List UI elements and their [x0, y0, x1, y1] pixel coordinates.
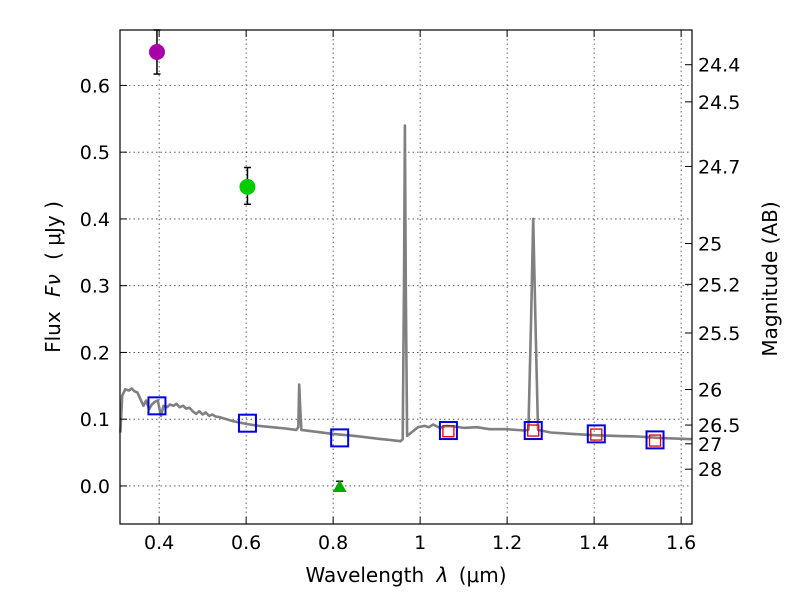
x-tick-label: 1.6	[666, 532, 696, 554]
x-tick-label: 1.2	[492, 532, 522, 554]
hst-measurement-square	[648, 434, 662, 447]
mag-tick-label: 25	[698, 234, 722, 256]
y-axis-label: Flux Fν ( μJy )	[41, 201, 65, 353]
grid-lines	[120, 30, 692, 524]
y-tick-label: 0.2	[80, 342, 110, 364]
sed-model-line	[119, 124, 693, 443]
hst-measurement-square	[442, 425, 455, 438]
mag-tick-label: 26.5	[698, 415, 740, 437]
mag-tick-label: 25.2	[698, 274, 740, 296]
x-tick-label: 0.6	[231, 532, 261, 554]
y-tick-label: 0.3	[80, 276, 110, 298]
x-tick-label: 1	[414, 532, 426, 554]
model-photometry-square	[237, 413, 257, 433]
detection-point	[148, 44, 165, 61]
mag-tick-label: 25.5	[698, 323, 740, 345]
x-axis-label: Wavelength λ (μm)	[305, 563, 506, 587]
y-tick-label: 0.0	[80, 476, 110, 498]
x-tick-label: 0.8	[318, 532, 348, 554]
mag-tick-label: 26	[698, 379, 722, 401]
y2-axis-label: Magnitude (AB)	[758, 201, 782, 356]
mag-tick-label: 27	[698, 434, 722, 456]
model-photometry-square	[586, 424, 606, 444]
x-tick-label: 0.4	[144, 532, 174, 554]
mag-tick-label: 24.5	[698, 92, 740, 114]
detection-point	[239, 178, 256, 195]
model-photometry-square	[523, 421, 543, 441]
mag-tick-label: 24.4	[698, 55, 740, 77]
y-tick-label: 0.5	[80, 142, 110, 164]
x-tick-label: 1.4	[579, 532, 609, 554]
upper-limit-triangle	[332, 479, 347, 492]
model-photometry-square	[438, 421, 458, 441]
hst-measurement-square	[527, 424, 540, 437]
y-tick-label: 0.1	[80, 409, 110, 431]
plot-area	[119, 29, 693, 492]
hst-measurement-square	[590, 428, 603, 441]
model-photometry-square	[645, 430, 665, 450]
axis-ticks: 0.4 0.6 0.8 1 1.2 1.4 1.6 0.0 0.1 0.2 0.3 0.4 0.5 0.6…	[80, 30, 740, 554]
plot-frame	[119, 29, 693, 525]
mag-tick-label: 24.7	[698, 156, 740, 178]
model-photometry-square	[147, 396, 167, 416]
mag-tick-label: 28	[698, 459, 722, 481]
model-photometry-square	[330, 428, 350, 448]
y-tick-label: 0.4	[80, 209, 110, 231]
y-tick-label: 0.6	[80, 75, 110, 97]
